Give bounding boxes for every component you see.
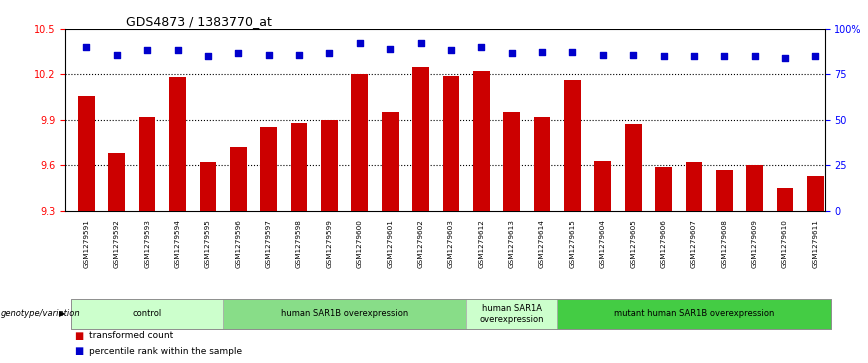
Point <box>79 44 93 50</box>
Text: GSM1279615: GSM1279615 <box>569 220 575 269</box>
Point <box>231 50 245 56</box>
Point <box>778 55 792 61</box>
Point <box>292 52 306 58</box>
Text: GSM1279591: GSM1279591 <box>83 220 89 269</box>
Point <box>626 52 640 58</box>
Bar <box>108 153 125 211</box>
Point <box>322 50 336 56</box>
Text: GSM1279600: GSM1279600 <box>357 220 363 269</box>
Bar <box>564 81 581 211</box>
Point <box>565 49 579 55</box>
Point <box>140 47 155 53</box>
Bar <box>78 95 95 211</box>
Point <box>687 53 700 59</box>
Point <box>474 44 488 50</box>
Point <box>717 53 731 59</box>
Text: GSM1279612: GSM1279612 <box>478 220 484 269</box>
Bar <box>777 188 793 211</box>
Text: GSM1279603: GSM1279603 <box>448 220 454 269</box>
Point <box>383 46 397 52</box>
Bar <box>412 67 429 211</box>
Point <box>444 47 458 53</box>
Bar <box>139 117 155 211</box>
Bar <box>503 112 520 211</box>
Bar <box>443 76 459 211</box>
Bar <box>534 117 550 211</box>
Bar <box>230 147 247 211</box>
Point <box>535 49 549 55</box>
Text: transformed count: transformed count <box>89 331 174 340</box>
Bar <box>200 162 216 211</box>
Text: GSM1279605: GSM1279605 <box>630 220 636 269</box>
Text: GSM1279609: GSM1279609 <box>752 220 758 269</box>
Bar <box>625 125 641 211</box>
Text: GSM1279594: GSM1279594 <box>174 220 181 269</box>
Bar <box>746 165 763 211</box>
Bar <box>382 112 398 211</box>
Point <box>109 52 123 58</box>
Text: human SAR1B overexpression: human SAR1B overexpression <box>281 310 408 318</box>
Bar <box>260 127 277 211</box>
Text: GSM1279597: GSM1279597 <box>266 220 272 269</box>
Point <box>808 53 822 59</box>
Text: GSM1279601: GSM1279601 <box>387 220 393 269</box>
Text: GSM1279592: GSM1279592 <box>114 220 120 269</box>
Bar <box>169 77 186 211</box>
Text: GSM1279593: GSM1279593 <box>144 220 150 269</box>
Text: mutant human SAR1B overexpression: mutant human SAR1B overexpression <box>614 310 774 318</box>
Text: GSM1279607: GSM1279607 <box>691 220 697 269</box>
Text: GSM1279602: GSM1279602 <box>418 220 424 269</box>
Text: GSM1279604: GSM1279604 <box>600 220 606 269</box>
Bar <box>321 120 338 211</box>
Text: GSM1279595: GSM1279595 <box>205 220 211 269</box>
Bar <box>807 176 824 211</box>
Point <box>504 50 518 56</box>
Text: human SAR1A
overexpression: human SAR1A overexpression <box>479 304 544 324</box>
Text: control: control <box>133 310 161 318</box>
Point <box>352 40 366 46</box>
Text: ▶: ▶ <box>59 310 65 318</box>
Point <box>656 53 670 59</box>
Text: GSM1279598: GSM1279598 <box>296 220 302 269</box>
Text: percentile rank within the sample: percentile rank within the sample <box>89 347 242 355</box>
Text: GDS4873 / 1383770_at: GDS4873 / 1383770_at <box>126 15 272 28</box>
Bar <box>352 74 368 211</box>
Bar <box>716 170 733 211</box>
Bar <box>595 160 611 211</box>
Text: GSM1279599: GSM1279599 <box>326 220 332 269</box>
Bar <box>655 167 672 211</box>
Point <box>413 40 427 46</box>
Text: GSM1279613: GSM1279613 <box>509 220 515 269</box>
Bar <box>291 123 307 211</box>
Text: GSM1279608: GSM1279608 <box>721 220 727 269</box>
Point <box>595 52 609 58</box>
Point <box>201 53 214 59</box>
Bar <box>686 162 702 211</box>
Text: ■: ■ <box>74 346 83 356</box>
Text: genotype/variation: genotype/variation <box>1 310 81 318</box>
Text: GSM1279610: GSM1279610 <box>782 220 788 269</box>
Bar <box>473 72 490 211</box>
Text: GSM1279596: GSM1279596 <box>235 220 241 269</box>
Point <box>747 53 761 59</box>
Text: GSM1279614: GSM1279614 <box>539 220 545 269</box>
Point <box>170 47 184 53</box>
Text: GSM1279606: GSM1279606 <box>661 220 667 269</box>
Text: GSM1279611: GSM1279611 <box>812 220 819 269</box>
Point <box>261 52 275 58</box>
Text: ■: ■ <box>74 331 83 341</box>
